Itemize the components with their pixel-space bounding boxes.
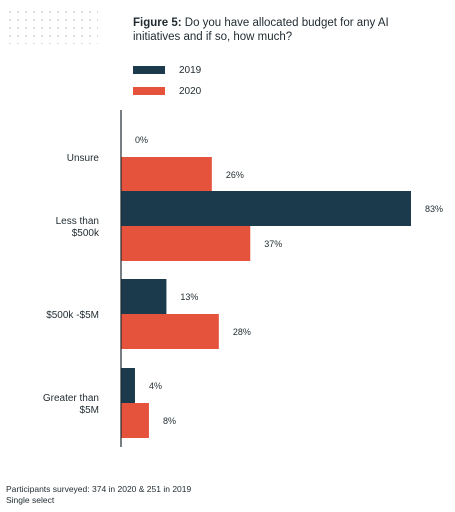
data-label: 0% <box>135 135 148 145</box>
chart-legend: 2019 2020 <box>133 63 201 105</box>
bar-2020 <box>121 403 149 438</box>
legend-swatch-2020 <box>133 87 165 95</box>
bar-2020 <box>121 226 251 261</box>
legend-label-2020: 2020 <box>179 85 202 97</box>
category-label: Greater than $5M <box>43 393 99 416</box>
decorative-dot-grid <box>6 8 98 44</box>
bar-2020 <box>121 157 212 192</box>
legend-swatch-2019 <box>133 66 165 74</box>
bar-2019 <box>121 191 411 226</box>
data-label: 28% <box>233 327 251 337</box>
data-label: 26% <box>226 170 244 180</box>
legend-item-2019: 2019 <box>133 63 201 77</box>
category-label: Less than $500k <box>56 216 100 239</box>
data-label: 13% <box>180 292 198 302</box>
category-label: Unsure <box>67 153 100 164</box>
data-label: 4% <box>149 381 162 391</box>
figure-question: Do you have allocated budget for any AI … <box>133 17 389 43</box>
bar-2019 <box>121 279 167 314</box>
figure-label: Figure 5: <box>133 17 182 29</box>
data-label: 83% <box>425 204 443 214</box>
bar-chart: Unsure 0% 26% Less than $500k 83% 37% $500k -$5… <box>43 110 443 447</box>
footnote-participants: Participants surveyed: 374 in 2020 & 251… <box>6 484 192 494</box>
footnote: Participants surveyed: 374 in 2020 & 251… <box>6 484 191 506</box>
bar-2019 <box>121 368 135 403</box>
legend-label-2019: 2019 <box>179 64 202 76</box>
legend-item-2020: 2020 <box>133 84 201 98</box>
data-label: 37% <box>264 239 282 249</box>
bar-2020 <box>121 314 219 349</box>
category-label: $500k -$5M <box>46 310 99 321</box>
chart-title: Figure 5: Do you have allocated budget f… <box>133 16 433 44</box>
footnote-select-type: Single select <box>6 495 55 505</box>
data-label: 8% <box>163 416 176 426</box>
